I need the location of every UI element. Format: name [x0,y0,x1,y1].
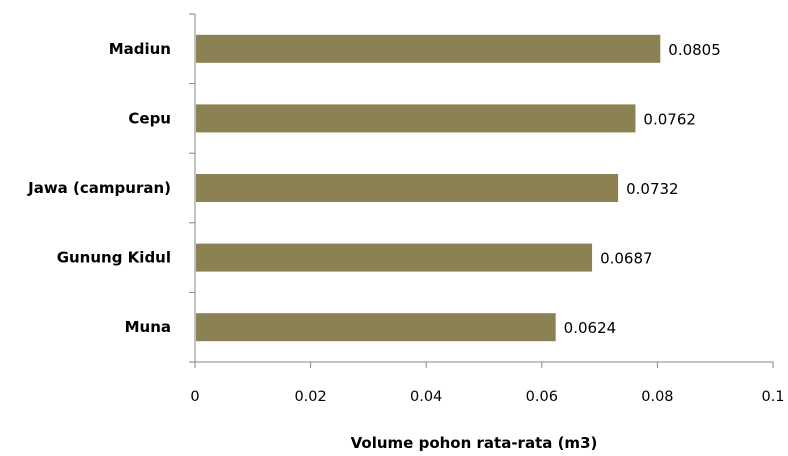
bar [196,313,556,342]
data-labels: 0.0805 0.0762 0.0732 0.0687 0.0624 [564,41,721,337]
bar [196,104,636,133]
x-tick-label: 0 [190,389,199,405]
x-axis-title: Volume pohon rata-rata (m3) [351,434,598,452]
category-label: Cepu [128,109,171,127]
x-tick-label: 0.08 [641,389,673,405]
data-label: 0.0762 [643,110,696,128]
x-tick-label: 0.04 [410,389,442,405]
bar [196,34,661,63]
x-tick-label: 0.02 [294,389,326,405]
bar [196,174,619,202]
data-label: 0.0732 [626,180,679,198]
category-label: Jawa (campuran) [27,179,171,197]
category-label: Madiun [109,40,171,58]
x-axis-ticks [194,362,774,368]
data-label: 0.0805 [668,41,721,59]
category-labels: Madiun Cepu Jawa (campuran) Gunung Kidul Mun… [27,40,171,336]
data-label: 0.0624 [564,319,617,337]
y-axis-ticks [189,13,195,363]
x-tick-label: 0.06 [526,389,558,405]
data-label: 0.0687 [600,250,653,268]
bars [196,34,661,342]
category-label: Muna [125,318,171,336]
x-tick-labels: 0 0.02 0.04 0.06 0.08 0.1 [190,389,784,405]
bar [196,243,593,272]
category-label: Gunung Kidul [57,249,171,267]
x-tick-label: 0.1 [761,389,784,405]
